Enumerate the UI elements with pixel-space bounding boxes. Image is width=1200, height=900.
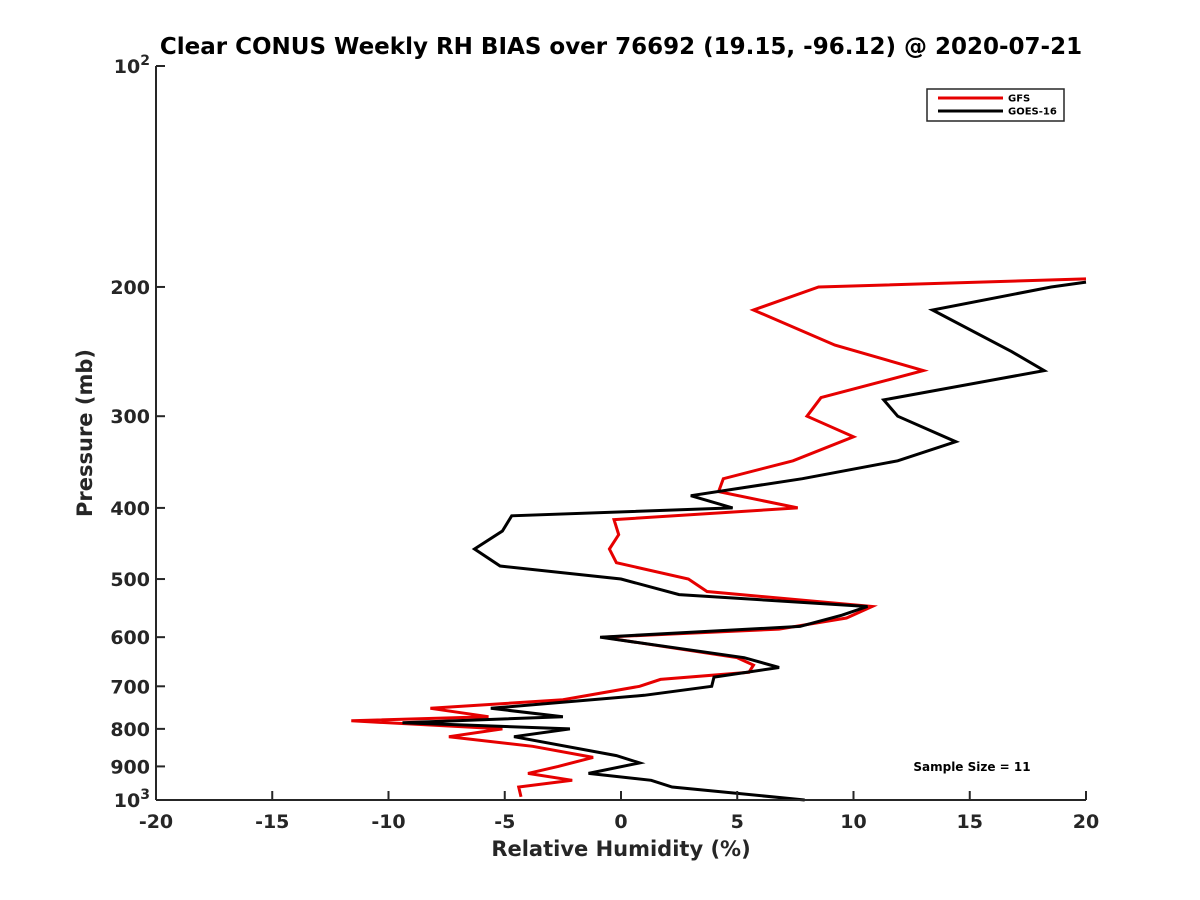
- x-tick-label: -5: [494, 811, 515, 833]
- y-tick-label: 800: [110, 719, 150, 741]
- legend-box: [926, 88, 1065, 122]
- series-line-goes16: [402, 280, 1087, 802]
- x-axis-ticks: -20 -15 -10 -5 0 5 10 15 20: [139, 791, 1099, 833]
- plot-area: -20 -15 -10 -5 0 5 10 15 20 102 200 300 400 500 600 70…: [110, 53, 1099, 833]
- x-tick-label: -20: [139, 811, 173, 833]
- y-tick-label: 102: [114, 53, 150, 78]
- x-tick-label: 10: [840, 811, 866, 833]
- x-tick-label: -10: [371, 811, 405, 833]
- x-tick-label: 5: [731, 811, 744, 833]
- legend: GFS GOES-16: [926, 88, 1065, 122]
- y-tick-label: 400: [110, 498, 150, 520]
- y-tick-label: 200: [110, 277, 150, 299]
- y-tick-label: 103: [114, 787, 150, 812]
- y-tick-label: 900: [110, 756, 150, 778]
- y-tick-label: 600: [110, 627, 150, 649]
- sample-size-annotation: Sample Size = 11: [913, 760, 1030, 774]
- chart-title: Clear CONUS Weekly RH BIAS over 76692 (1…: [160, 34, 1082, 60]
- series-layer: [351, 277, 1087, 802]
- x-axis-title: Relative Humidity (%): [491, 837, 750, 861]
- legend-label-gfs: GFS: [1008, 94, 1030, 105]
- x-tick-label: 0: [614, 811, 627, 833]
- x-tick-label: 15: [957, 811, 983, 833]
- y-tick-label: 500: [110, 569, 150, 591]
- y-tick-label: 300: [110, 406, 150, 428]
- legend-label-goes16: GOES-16: [1008, 107, 1057, 118]
- y-axis-ticks: 102 200 300 400 500 600 700 800 900 103: [110, 53, 165, 812]
- y-tick-label: 700: [110, 676, 150, 698]
- x-tick-label: -15: [255, 811, 289, 833]
- x-tick-label: 20: [1073, 811, 1099, 833]
- y-axis-title: Pressure (mb): [73, 349, 97, 517]
- plot-background: [156, 66, 1086, 800]
